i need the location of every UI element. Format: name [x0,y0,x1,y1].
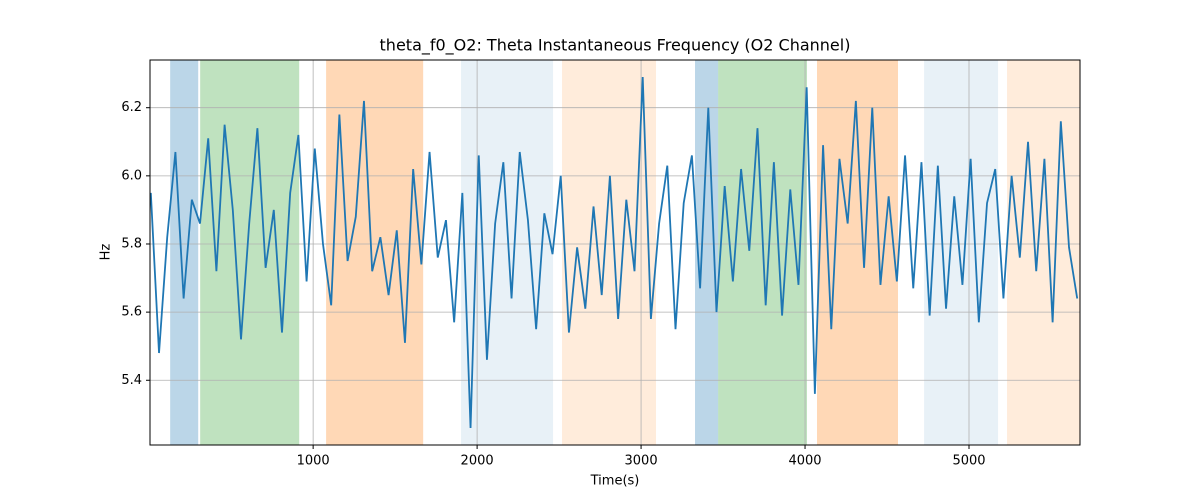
x-axis-label: Time(s) [590,474,640,489]
span [170,60,199,445]
x-tick-label: 4000 [788,454,821,469]
plot-frame [149,59,1081,446]
x-tick-label: 5000 [952,454,985,469]
x-tick-label: 3000 [625,454,658,469]
y-tick-label: 5.4 [121,373,142,388]
chart-title: theta_f0_O2: Theta Instantaneous Frequen… [380,36,851,56]
span [461,60,554,445]
x-tick-label: 1000 [297,454,330,469]
y-tick-label: 5.8 [121,236,142,251]
data-line [149,76,1079,428]
span [924,60,999,445]
x-tick-label: 2000 [461,454,494,469]
y-axis-label: Hz [99,244,114,261]
span [695,60,719,445]
y-tick-label: 6.2 [121,100,142,115]
y-tick-label: 6.0 [121,168,142,183]
span [326,60,424,445]
y-tick-label: 5.6 [121,305,142,320]
